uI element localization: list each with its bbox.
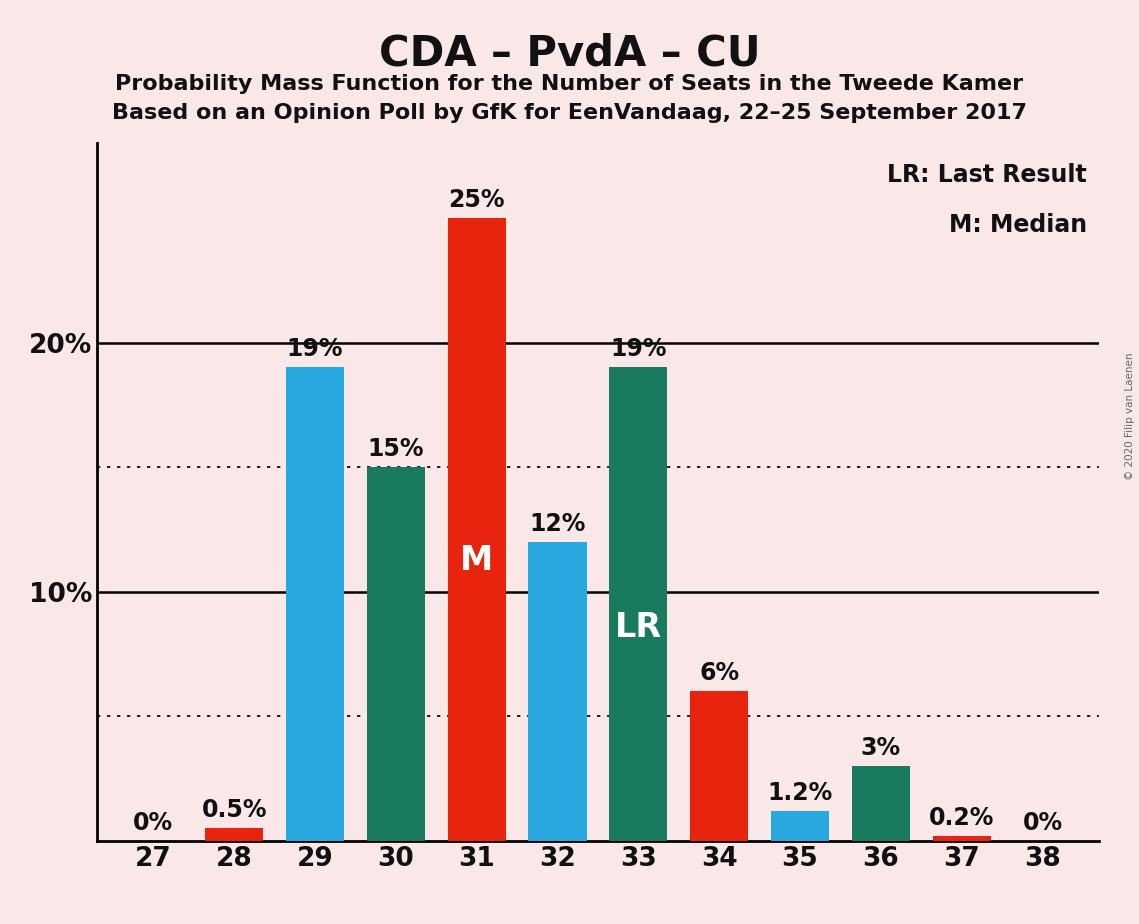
Text: CDA – PvdA – CU: CDA – PvdA – CU xyxy=(378,32,761,74)
Bar xyxy=(933,836,991,841)
Text: 0.5%: 0.5% xyxy=(202,798,267,822)
Text: 0%: 0% xyxy=(1023,810,1063,834)
Bar xyxy=(286,368,344,841)
Text: M: Median: M: Median xyxy=(949,213,1087,237)
Text: M: M xyxy=(460,544,493,578)
Bar xyxy=(690,691,748,841)
Text: 0.2%: 0.2% xyxy=(929,806,994,830)
Text: Probability Mass Function for the Number of Seats in the Tweede Kamer: Probability Mass Function for the Number… xyxy=(115,74,1024,94)
Bar xyxy=(852,766,910,841)
Text: 12%: 12% xyxy=(530,512,585,536)
Text: LR: Last Result: LR: Last Result xyxy=(887,164,1087,188)
Text: 19%: 19% xyxy=(287,337,343,361)
Text: Based on an Opinion Poll by GfK for EenVandaag, 22–25 September 2017: Based on an Opinion Poll by GfK for EenV… xyxy=(112,103,1027,124)
Bar xyxy=(205,829,263,841)
Bar xyxy=(367,468,425,841)
Text: 6%: 6% xyxy=(699,661,739,685)
Text: 15%: 15% xyxy=(368,437,424,461)
Text: 3%: 3% xyxy=(861,736,901,760)
Text: 1.2%: 1.2% xyxy=(768,781,833,805)
Text: 19%: 19% xyxy=(611,337,666,361)
Bar xyxy=(771,811,829,841)
Text: 0%: 0% xyxy=(133,810,173,834)
Text: LR: LR xyxy=(615,612,662,644)
Bar xyxy=(528,541,587,841)
Text: © 2020 Filip van Laenen: © 2020 Filip van Laenen xyxy=(1125,352,1134,480)
Bar xyxy=(448,218,506,841)
Bar xyxy=(609,368,667,841)
Text: 25%: 25% xyxy=(449,188,505,212)
